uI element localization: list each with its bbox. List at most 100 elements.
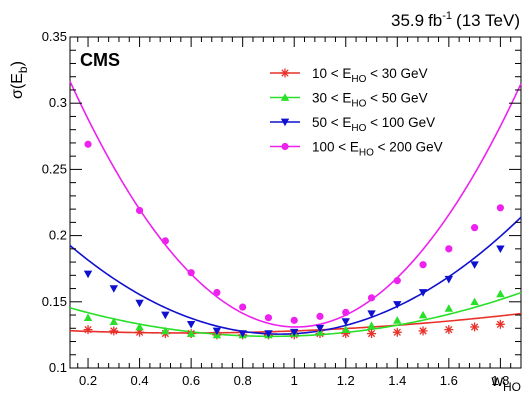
data-point-3 xyxy=(109,285,119,293)
data-point-2 xyxy=(161,326,170,335)
legend-label: 30 < EHO < 50 GeV xyxy=(312,91,428,110)
data-point-3 xyxy=(470,261,479,269)
data-point-4 xyxy=(316,312,324,320)
x-tick-label: 0.4 xyxy=(131,373,149,388)
data-point-1 xyxy=(495,319,505,329)
data-point-2 xyxy=(393,316,402,324)
data-point-3 xyxy=(341,318,350,326)
data-point-4 xyxy=(213,288,221,297)
y-axis-title: σ(Eb) xyxy=(9,61,30,99)
legend-item-3: 50 < EHO < 100 GeV xyxy=(270,115,435,134)
data-point-2 xyxy=(83,313,93,322)
y-tick-label: 0.15 xyxy=(42,294,67,309)
data-point-4 xyxy=(496,204,504,212)
data-point-2 xyxy=(496,289,505,298)
experiment-label: CMS xyxy=(80,50,120,70)
fit-curve-3 xyxy=(69,216,522,335)
x-tick-label: 0.8 xyxy=(234,373,252,388)
legend-label: 50 < EHO < 100 GeV xyxy=(312,115,435,134)
data-point-4 xyxy=(264,314,273,322)
ticks-group: 0.2 0.4 0.6 0.8 1 1.2 1.4 1.6 1.8 0.1 0.15 0.2 0.25 0… xyxy=(42,29,522,388)
star-stroke xyxy=(445,325,453,334)
data-point-3 xyxy=(186,320,196,329)
x-tick-label: 1.8 xyxy=(491,373,509,388)
data-point-3 xyxy=(290,328,299,337)
plot-frame xyxy=(69,36,522,369)
data-point-4 xyxy=(367,294,376,302)
star-stroke xyxy=(281,69,289,77)
data-point-3 xyxy=(496,245,505,254)
x-tick-label: 1.6 xyxy=(440,373,458,388)
legend-item-2: 30 < EHO < 50 GeV xyxy=(270,91,428,110)
legend-item-4: 100 < EHO < 200 GeV xyxy=(270,140,443,159)
star-stroke xyxy=(419,327,427,335)
star-stroke xyxy=(496,320,505,328)
legend-marker xyxy=(281,142,289,151)
data-point-2 xyxy=(341,325,350,333)
luminosity-label: 35.9 fb-1 (13 TeV) xyxy=(391,10,520,30)
data-point-3 xyxy=(212,327,222,336)
data-point-2 xyxy=(186,329,196,337)
data-point-3 xyxy=(264,330,273,338)
star-stroke xyxy=(393,328,401,336)
x-axis-title: wHO xyxy=(490,373,521,394)
data-point-2 xyxy=(135,322,144,331)
x-tick-label: 1.2 xyxy=(337,373,355,388)
x-tick-label: 1 xyxy=(291,373,298,388)
data-point-4 xyxy=(239,303,247,311)
x-tick-label: 0.2 xyxy=(79,373,97,388)
y-tick-label: 0.35 xyxy=(42,29,67,44)
data-point-3 xyxy=(135,299,144,308)
data-point-4 xyxy=(471,224,479,232)
data-point-2 xyxy=(367,321,376,329)
star-stroke xyxy=(110,327,118,335)
data-markers-group xyxy=(83,140,505,340)
data-point-1 xyxy=(470,322,480,332)
data-point-1 xyxy=(109,326,119,336)
x-tick-label: 1.4 xyxy=(388,373,406,388)
star-stroke xyxy=(470,323,479,331)
y-tick-label: 0.25 xyxy=(42,161,67,176)
data-point-3 xyxy=(83,270,93,279)
data-point-4 xyxy=(187,269,195,277)
data-point-4 xyxy=(161,237,169,245)
y-tick-label: 0.1 xyxy=(49,360,67,375)
data-point-2 xyxy=(109,317,119,326)
data-point-4 xyxy=(290,316,298,324)
data-point-1 xyxy=(444,325,454,335)
star-stroke xyxy=(84,325,92,334)
plot-frame-group xyxy=(69,36,522,369)
data-point-3 xyxy=(444,275,454,284)
data-point-4 xyxy=(135,206,144,215)
data-point-1 xyxy=(392,327,402,337)
data-point-4 xyxy=(342,308,350,316)
y-tick-label: 0.3 xyxy=(49,95,67,110)
data-point-3 xyxy=(161,311,170,320)
data-point-2 xyxy=(444,304,454,312)
data-point-3 xyxy=(418,289,428,297)
legend-marker xyxy=(280,93,290,101)
legend-item-1: 10 < EHO < 30 GeV xyxy=(270,66,428,85)
data-point-4 xyxy=(445,245,453,253)
data-point-3 xyxy=(315,324,325,333)
legend: 10 < EHO < 30 GeV 30 < EHO < 50 GeV 50 < E… xyxy=(270,66,443,159)
data-point-3 xyxy=(367,310,376,318)
data-point-1 xyxy=(83,325,93,335)
data-point-4 xyxy=(419,261,427,269)
legend-marker xyxy=(280,68,290,78)
x-tick-label: 0.6 xyxy=(182,373,200,388)
legend-marker xyxy=(280,118,290,127)
legend-label: 100 < EHO < 200 GeV xyxy=(312,140,443,159)
data-point-1 xyxy=(418,326,428,336)
fit-curve-4 xyxy=(69,80,522,328)
data-point-1 xyxy=(367,329,377,339)
data-point-3 xyxy=(238,330,247,338)
data-point-4 xyxy=(84,140,92,148)
data-point-2 xyxy=(418,310,428,319)
star-stroke xyxy=(367,329,376,338)
data-point-3 xyxy=(393,301,402,309)
data-point-4 xyxy=(393,277,401,285)
y-tick-label: 0.2 xyxy=(49,228,67,243)
data-point-2 xyxy=(470,297,479,306)
